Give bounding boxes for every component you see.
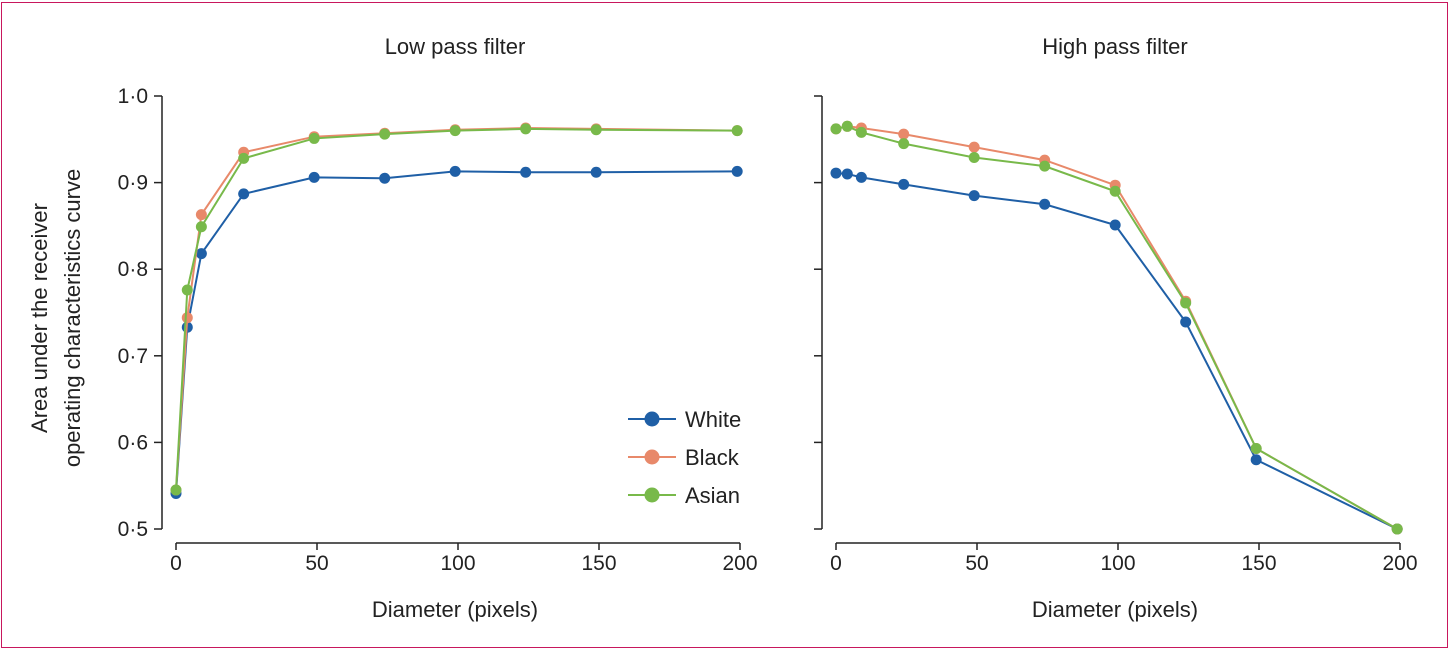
y-axis-title-line2: operating characteristics curve xyxy=(60,169,85,467)
high-pass-x-tick-label: 100 xyxy=(1100,552,1135,575)
low-pass-y-tick-label: 0·6 xyxy=(118,431,148,454)
high-pass-point-asian xyxy=(1109,185,1121,197)
legend-label-white: White xyxy=(685,407,741,432)
low-pass-point-asian xyxy=(238,152,250,164)
right-x-axis-title: Diameter (pixels) xyxy=(1032,597,1198,622)
low-pass-point-asian xyxy=(181,284,193,296)
legend-marker-white xyxy=(644,411,660,427)
low-pass-point-white xyxy=(731,165,743,177)
high-pass-x-tick-label: 150 xyxy=(1241,552,1276,575)
high-pass-point-asian xyxy=(1391,523,1403,535)
low-pass-x-tick-label: 150 xyxy=(581,552,616,575)
low-pass-point-asian xyxy=(379,128,391,140)
low-pass-point-white xyxy=(449,165,461,177)
legend-marker-asian xyxy=(644,487,660,503)
legend-label-black: Black xyxy=(685,445,740,470)
legend: White Black Asian xyxy=(628,407,741,508)
high-pass-x-tick-label: 200 xyxy=(1382,552,1417,575)
high-pass-point-asian xyxy=(968,151,980,163)
low-pass-x-tick-label: 200 xyxy=(722,552,757,575)
high-pass-point-asian xyxy=(1180,297,1192,309)
low-pass-point-asian xyxy=(170,484,182,496)
high-pass-point-asian xyxy=(830,123,842,135)
high-pass-point-asian xyxy=(1039,160,1051,172)
high-pass-point-white xyxy=(968,190,980,202)
low-pass-point-asian xyxy=(520,123,532,135)
low-pass-point-black xyxy=(195,209,207,221)
low-pass-point-white xyxy=(238,188,250,200)
left-panel-title: Low pass filter xyxy=(385,34,526,59)
low-pass-y-tick-label: 0·5 xyxy=(118,518,148,541)
low-pass-point-white xyxy=(379,172,391,184)
high-pass-point-white xyxy=(1250,454,1262,466)
high-pass-series-line-asian xyxy=(835,125,1398,530)
high-pass-x-tick-label: 0 xyxy=(830,552,842,575)
low-pass-point-white xyxy=(520,166,532,178)
low-pass-point-asian xyxy=(449,125,461,137)
low-pass-x-tick-label: 100 xyxy=(440,552,475,575)
high-pass-point-white xyxy=(898,178,910,190)
low-pass-panel: 0·5 0·6 0·7 0·8 0·9 1·0 0 50 100 150 200 xyxy=(118,85,758,575)
low-pass-point-asian xyxy=(731,125,743,137)
right-panel-title: High pass filter xyxy=(1042,34,1188,59)
low-pass-point-white xyxy=(308,171,320,183)
low-pass-x-tick-label: 50 xyxy=(305,552,328,575)
low-pass-y-tick-label: 0·7 xyxy=(118,345,148,368)
high-pass-point-asian xyxy=(1250,442,1262,454)
high-pass-point-white xyxy=(841,168,853,180)
low-pass-point-white xyxy=(590,166,602,178)
low-pass-y-tick-label: 0·8 xyxy=(118,258,148,281)
left-x-axis-title: Diameter (pixels) xyxy=(372,597,538,622)
legend-label-asian: Asian xyxy=(685,483,740,508)
low-pass-series-line-asian xyxy=(175,127,738,491)
high-pass-point-white xyxy=(830,167,842,179)
high-pass-x-tick-label: 50 xyxy=(965,552,988,575)
high-pass-point-asian xyxy=(898,138,910,150)
low-pass-point-white xyxy=(195,248,207,260)
high-pass-point-black xyxy=(898,128,910,140)
low-pass-point-asian xyxy=(195,221,207,233)
low-pass-series-line-black xyxy=(175,127,738,491)
high-pass-point-white xyxy=(1109,219,1121,231)
low-pass-x-tick-label: 0 xyxy=(170,552,182,575)
y-axis-title-line1: Area under the receiver xyxy=(27,203,52,433)
high-pass-point-asian xyxy=(855,126,867,138)
high-pass-point-white xyxy=(1039,198,1051,210)
low-pass-point-asian xyxy=(590,124,602,136)
high-pass-point-asian xyxy=(841,120,853,132)
low-pass-point-black xyxy=(181,312,193,324)
low-pass-point-asian xyxy=(308,132,320,144)
high-pass-panel: 0 50 100 150 200 xyxy=(814,95,1418,575)
low-pass-series-line-white xyxy=(175,170,738,494)
high-pass-point-white xyxy=(1180,316,1192,328)
low-pass-y-tick-label: 0·9 xyxy=(118,172,148,195)
legend-marker-black xyxy=(644,449,660,465)
high-pass-series-line-white xyxy=(835,172,1398,530)
low-pass-y-tick-label: 1·0 xyxy=(118,85,148,108)
high-pass-point-white xyxy=(855,171,867,183)
high-pass-point-black xyxy=(968,141,980,153)
